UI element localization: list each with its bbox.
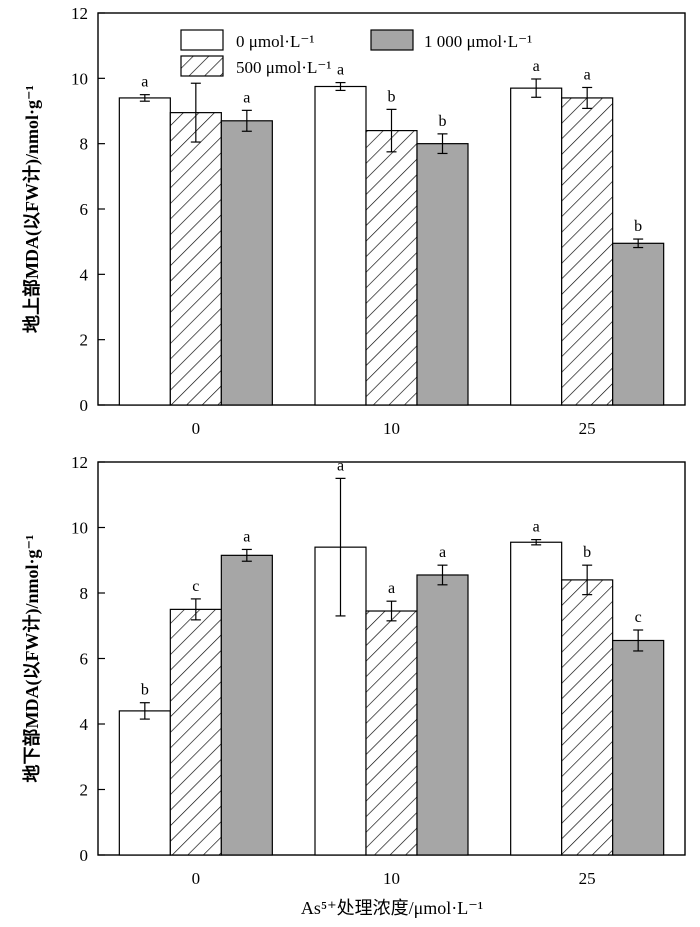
top-y-axis-label: 地上部MDA(以FW计)/nmol·g⁻¹	[21, 85, 43, 333]
bottom-significance-letter: b	[583, 544, 591, 561]
bottom-significance-letter: a	[388, 580, 395, 597]
top-y-tick-label: 12	[71, 4, 88, 23]
bottom-panel-root-mda: 0 2 4 6 8 10 12 地下部MDA(以FW计)/nmol·g⁻¹ 0 b c a 10 a a a 2…	[21, 453, 686, 888]
bottom-significance-letter: a	[337, 457, 344, 474]
top-y-tick-label: 8	[80, 135, 89, 154]
bottom-y-tick-label: 6	[80, 650, 89, 669]
top-x-tick-label: 0	[192, 419, 201, 438]
legend-label-high: 1 000 μmol·L⁻¹	[424, 32, 532, 51]
top-bar	[169, 112, 222, 406]
bottom-y-tick-label: 0	[80, 846, 89, 865]
bottom-x-tick-label: 25	[579, 869, 596, 888]
bottom-x-tick-label: 10	[383, 869, 400, 888]
bottom-bar	[118, 710, 171, 856]
top-x-tick-label: 10	[383, 419, 400, 438]
bottom-y-tick-label: 10	[71, 519, 88, 538]
top-y-tick-label: 2	[80, 331, 89, 350]
bottom-significance-letter: a	[243, 528, 250, 545]
bottom-bar	[220, 554, 273, 856]
legend-swatch-high	[370, 29, 414, 51]
top-significance-letter: a	[337, 62, 344, 79]
legend: 0 μmol·L⁻¹ 1 000 μmol·L⁻¹ 500 μmol·L⁻¹	[180, 29, 532, 77]
legend-swatch-control	[180, 29, 224, 51]
x-axis-label: As⁵⁺处理浓度/μmol·L⁻¹	[301, 898, 483, 918]
bottom-significance-letter: a	[533, 519, 540, 536]
bottom-y-tick-label: 8	[80, 584, 89, 603]
bottom-y-tick-label: 4	[80, 715, 89, 734]
top-bar	[416, 143, 469, 406]
top-bar	[365, 130, 418, 406]
top-bar	[118, 97, 171, 406]
top-y-tick-label: 4	[80, 265, 89, 284]
top-panel-shoot-mda: 0 2 4 6 8 10 12 地上部MDA(以FW计)/nmol·g⁻¹ 0 a a a 10 a b b 2…	[21, 4, 686, 438]
top-significance-letter: b	[388, 88, 396, 105]
bottom-bar	[169, 608, 222, 856]
top-significance-letter: b	[634, 218, 642, 235]
top-y-tick-label: 6	[80, 200, 89, 219]
top-bar	[561, 97, 614, 406]
top-bar	[314, 85, 367, 406]
bottom-y-tick-label: 2	[80, 781, 89, 800]
bottom-significance-letter: b	[141, 682, 149, 699]
top-significance-letter: a	[533, 58, 540, 75]
bottom-bar	[416, 574, 469, 856]
top-x-tick-label: 25	[579, 419, 596, 438]
legend-swatch-medium	[180, 55, 224, 77]
legend-label-control: 0 μmol·L⁻¹	[236, 32, 314, 51]
top-significance-letter: b	[439, 113, 447, 130]
top-bar	[510, 87, 563, 406]
top-significance-letter: a	[141, 74, 148, 91]
top-bar	[612, 242, 665, 406]
bottom-x-tick-label: 0	[192, 869, 201, 888]
top-y-tick-label: 10	[71, 69, 88, 88]
bottom-y-tick-label: 12	[71, 453, 88, 472]
bottom-bar	[612, 639, 665, 856]
top-significance-letter: a	[584, 66, 591, 83]
bottom-bar	[561, 579, 614, 856]
bottom-bar	[365, 610, 418, 856]
top-y-tick-label: 0	[80, 396, 89, 415]
top-significance-letter: a	[243, 89, 250, 106]
bottom-significance-letter: a	[439, 544, 446, 561]
bottom-significance-letter: c	[192, 578, 199, 595]
top-bar	[220, 120, 273, 406]
bottom-significance-letter: c	[635, 609, 642, 626]
bottom-y-axis-label: 地下部MDA(以FW计)/nmol·g⁻¹	[21, 535, 43, 783]
legend-label-medium: 500 μmol·L⁻¹	[236, 58, 331, 77]
bottom-bar	[510, 541, 563, 856]
